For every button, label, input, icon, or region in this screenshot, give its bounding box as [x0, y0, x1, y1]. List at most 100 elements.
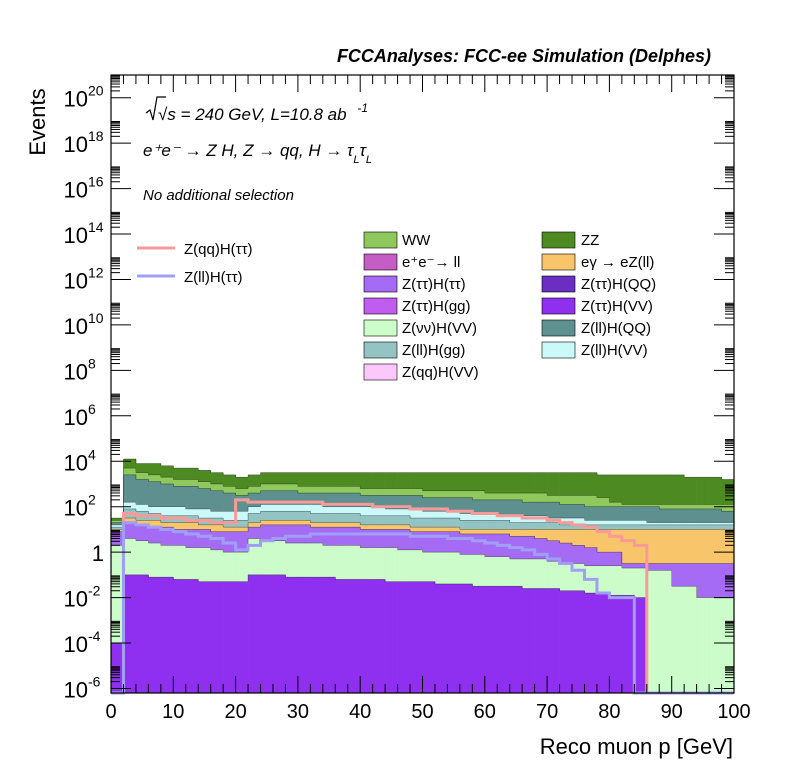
layer-outline-Z(ll)H(VV) — [111, 501, 734, 526]
layer-outline-Z(νν)H(VV) — [111, 538, 734, 598]
bar-Z(ττ)H(VV)-37 — [572, 590, 585, 693]
bar-Z(ττ)H(VV)-22 — [385, 581, 398, 693]
bar-Z(νν)H(VV)-45 — [671, 586, 685, 693]
legend-label: WW — [402, 232, 431, 249]
y-tick-exponent: 18 — [88, 128, 104, 144]
bar-Z(ττ)H(VV)-28 — [459, 583, 473, 693]
legend: Z(qq)H(ττ) Z(ll)H(ττ) WW e⁺e⁻→ ll Z(ττ)H(ττ)… — [137, 231, 656, 381]
layer-outline-WW — [111, 467, 734, 521]
x-tick-label: 100 — [717, 701, 750, 723]
y-tick-label: 10 — [64, 132, 88, 157]
y-tick-exponent: -2 — [88, 583, 101, 599]
y-axis-label: Events — [25, 88, 50, 155]
y-tick-label: 10 — [64, 178, 88, 203]
x-tick-label: 40 — [349, 701, 371, 723]
bar-Z(ττ)H(VV)-18 — [335, 579, 349, 693]
legend-label: Z(ττ)H(QQ) — [581, 276, 656, 293]
legend-swatch — [363, 275, 398, 293]
bar-Z(νν)H(VV)-47 — [696, 597, 710, 693]
line-Z(qq)H(ττ) — [111, 498, 734, 695]
process-sub1: L — [353, 154, 359, 166]
bar-Z(ττ)H(VV)-11 — [248, 574, 261, 693]
chart-title: FCCAnalyses: FCC-ee Simulation (Delphes) — [337, 46, 711, 66]
bar-Z(ττ)H(VV)-27 — [447, 583, 461, 693]
legend-swatch — [541, 253, 576, 271]
y-tick-label: 10 — [64, 223, 88, 248]
bar-Z(ττ)H(VV)-3 — [148, 577, 162, 694]
sqrt-icon — [145, 96, 166, 121]
legend-swatch — [363, 319, 398, 337]
bar-Z(ττ)H(VV)-16 — [310, 577, 324, 694]
energy-annotation: √s = 240 GeV, L=10.8 ab -1 — [145, 96, 368, 124]
y-tick-label: 10 — [64, 496, 88, 521]
legend-swatch — [541, 297, 576, 315]
y-tick-label: 10 — [64, 359, 88, 384]
bar-Z(ττ)H(VV)-13 — [272, 574, 286, 693]
layer-outline-Z(ll)H(gg) — [111, 508, 734, 528]
layer-outline-eγ → eZ(ll) — [111, 517, 734, 530]
legend-label: e⁺e⁻→ ll — [402, 254, 460, 271]
legend-swatch — [541, 319, 576, 337]
y-tick-exponent: 10 — [88, 310, 104, 326]
x-tick-label: 20 — [224, 701, 246, 723]
y-tick-label: 10 — [64, 677, 88, 702]
bar-Z(ττ)H(VV)-9 — [223, 581, 236, 693]
x-tick-label: 50 — [411, 701, 433, 723]
y-tick-label: 1 — [92, 541, 104, 566]
layer-outline-Z(ll)H(QQ) — [111, 474, 734, 523]
bar-Z(νν)H(VV)-46 — [684, 586, 697, 693]
legend-label: eγ → eZ(ll) — [581, 254, 654, 271]
bar-Z(νν)H(VV)-43 — [646, 570, 660, 693]
y-tick-exponent: 8 — [88, 355, 96, 371]
selection-annotation: No additional selection — [143, 187, 294, 204]
bar-Z(ττ)H(VV)-19 — [347, 579, 361, 693]
bar-Z(νν)H(VV)-44 — [659, 570, 672, 693]
bar-Z(ττ)H(VV)-17 — [322, 577, 336, 694]
y-tick-label: 10 — [64, 87, 88, 112]
bar-Z(ττ)H(VV)-30 — [484, 586, 498, 693]
legend-swatch — [363, 341, 398, 359]
bar-Z(ττ)H(VV)-31 — [497, 586, 511, 693]
legend-swatch — [363, 253, 398, 271]
bar-Z(ττ)H(VV)-35 — [547, 588, 560, 693]
bar-Z(ττ)H(VV)-4 — [160, 577, 174, 694]
legend-swatch — [363, 231, 398, 249]
legend-swatch — [363, 363, 398, 381]
y-tick-exponent: -6 — [88, 673, 101, 689]
bar-Z(νν)H(VV)-48 — [709, 597, 722, 693]
bar-Z(ττ)H(VV)-32 — [509, 586, 523, 693]
y-tick-label: 10 — [64, 450, 88, 475]
bar-Z(ττ)H(VV)-38 — [584, 593, 598, 693]
y-tick-exponent: 12 — [88, 264, 104, 280]
x-tick-label: 0 — [105, 701, 116, 723]
plot-area — [111, 458, 735, 695]
energy-text: √s = 240 GeV, L=10.8 ab — [158, 105, 347, 124]
legend-label: Z(ττ)H(VV) — [581, 298, 653, 315]
line-Z(ll)H(ττ) — [111, 521, 734, 695]
legend-label: ZZ — [581, 232, 599, 249]
bar-Z(ττ)H(VV)-24 — [410, 581, 423, 693]
bar-Z(ττ)H(VV)-25 — [422, 581, 436, 693]
process-tau2: τ — [360, 141, 368, 160]
svg-text:√s = 240 GeV, L=10.8 ab: √s = 240 GeV, L=10.8 ab -1 — [158, 101, 368, 124]
y-tick-exponent: -4 — [88, 628, 101, 644]
legend-label: Z(qq)H(VV) — [402, 364, 479, 381]
bar-Z(ττ)H(VV)-42 — [634, 597, 648, 693]
legend-label: Z(ll)H(VV) — [581, 342, 648, 359]
y-tick-exponent: 16 — [88, 174, 104, 190]
legend-line-label: Z(ll)H(ττ) — [184, 269, 243, 286]
bar-Z(ττ)H(VV)-26 — [434, 583, 448, 693]
bar-Z(ττ)H(VV)-20 — [360, 579, 373, 693]
legend-swatch — [541, 275, 576, 293]
y-tick-exponent: 20 — [88, 83, 104, 99]
bar-Z(ττ)H(VV)-41 — [621, 595, 635, 693]
y-tick-label: 10 — [64, 587, 88, 612]
bar-Z(ττ)H(VV)-33 — [522, 588, 535, 693]
legend-label: Z(νν)H(VV) — [402, 320, 477, 337]
energy-sup: -1 — [357, 101, 368, 115]
bar-Z(νν)H(VV)-49 — [721, 597, 735, 693]
legend-line-label: Z(qq)H(ττ) — [184, 241, 253, 258]
y-tick-exponent: 6 — [88, 401, 96, 417]
legend-swatch — [363, 297, 398, 315]
